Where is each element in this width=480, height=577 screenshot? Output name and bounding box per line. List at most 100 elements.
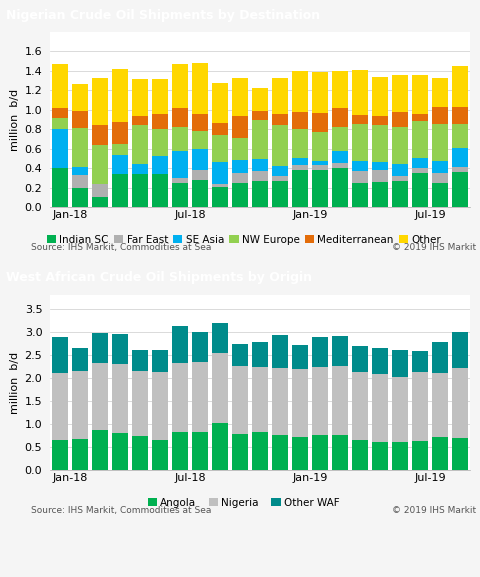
Bar: [332, 436, 347, 470]
Bar: [252, 342, 267, 367]
Bar: [112, 334, 128, 364]
Bar: [291, 344, 307, 369]
Bar: [451, 332, 467, 368]
Bar: [72, 175, 88, 188]
Bar: [411, 159, 427, 168]
Text: Nigerian Crude Oil Shipments by Destination: Nigerian Crude Oil Shipments by Destinat…: [6, 9, 319, 21]
Bar: [391, 176, 407, 181]
Bar: [312, 132, 327, 162]
Bar: [312, 436, 327, 470]
Bar: [132, 115, 147, 125]
Bar: [451, 148, 467, 167]
Bar: [172, 108, 187, 128]
Bar: [411, 121, 427, 159]
Bar: [351, 115, 367, 125]
Bar: [112, 433, 128, 470]
Bar: [272, 166, 287, 176]
Bar: [212, 354, 228, 422]
Bar: [411, 114, 427, 121]
Bar: [112, 144, 128, 155]
Bar: [232, 183, 247, 207]
Bar: [391, 181, 407, 207]
Bar: [312, 368, 327, 436]
Bar: [212, 323, 228, 354]
Bar: [152, 174, 168, 207]
Text: © 2019 IHS Markit: © 2019 IHS Markit: [391, 243, 475, 252]
Bar: [291, 112, 307, 129]
Bar: [432, 173, 447, 183]
Bar: [332, 163, 347, 168]
Bar: [112, 122, 128, 144]
Bar: [391, 164, 407, 176]
Bar: [252, 88, 267, 111]
Bar: [272, 125, 287, 166]
Bar: [72, 370, 88, 439]
Bar: [132, 164, 147, 174]
Bar: [372, 347, 387, 374]
Bar: [432, 437, 447, 470]
Bar: [112, 155, 128, 174]
Bar: [252, 159, 267, 171]
Bar: [152, 440, 168, 470]
Bar: [212, 135, 228, 162]
Bar: [411, 75, 427, 114]
Text: West African Crude Oil Shipments by Origin: West African Crude Oil Shipments by Orig…: [6, 272, 311, 284]
Bar: [192, 432, 207, 470]
Bar: [92, 125, 108, 145]
Bar: [332, 336, 347, 366]
Bar: [112, 69, 128, 122]
Y-axis label: million  b/d: million b/d: [11, 351, 21, 414]
Bar: [172, 64, 187, 108]
Bar: [192, 63, 207, 114]
Bar: [332, 366, 347, 436]
Bar: [232, 160, 247, 173]
Bar: [172, 432, 187, 470]
Bar: [351, 125, 367, 162]
Bar: [451, 368, 467, 438]
Bar: [152, 156, 168, 174]
Bar: [351, 162, 367, 171]
Bar: [351, 70, 367, 115]
Bar: [411, 372, 427, 441]
Bar: [132, 78, 147, 115]
Bar: [332, 108, 347, 128]
Bar: [272, 368, 287, 436]
Bar: [252, 111, 267, 121]
Bar: [232, 115, 247, 138]
Bar: [212, 162, 228, 183]
Bar: [72, 128, 88, 167]
Text: Source: IHS Markit, Commodities at Sea: Source: IHS Markit, Commodities at Sea: [31, 506, 211, 515]
Bar: [72, 167, 88, 175]
Bar: [252, 181, 267, 207]
Bar: [152, 129, 168, 156]
Bar: [252, 432, 267, 470]
Bar: [291, 170, 307, 207]
Bar: [92, 145, 108, 183]
Bar: [372, 443, 387, 470]
Bar: [332, 128, 347, 151]
Bar: [391, 350, 407, 377]
Bar: [411, 173, 427, 207]
Bar: [291, 129, 307, 159]
Bar: [92, 78, 108, 125]
Bar: [172, 183, 187, 207]
Bar: [212, 123, 228, 135]
Bar: [212, 183, 228, 186]
Bar: [432, 183, 447, 207]
Bar: [372, 170, 387, 182]
Bar: [391, 377, 407, 443]
Bar: [232, 78, 247, 115]
Bar: [232, 434, 247, 470]
Bar: [372, 115, 387, 125]
Bar: [351, 183, 367, 207]
Bar: [432, 125, 447, 162]
Bar: [172, 151, 187, 178]
Bar: [351, 171, 367, 183]
Bar: [112, 174, 128, 207]
Bar: [72, 349, 88, 370]
Bar: [232, 344, 247, 366]
Bar: [291, 165, 307, 170]
Bar: [432, 373, 447, 437]
Bar: [332, 168, 347, 207]
Bar: [152, 372, 168, 440]
